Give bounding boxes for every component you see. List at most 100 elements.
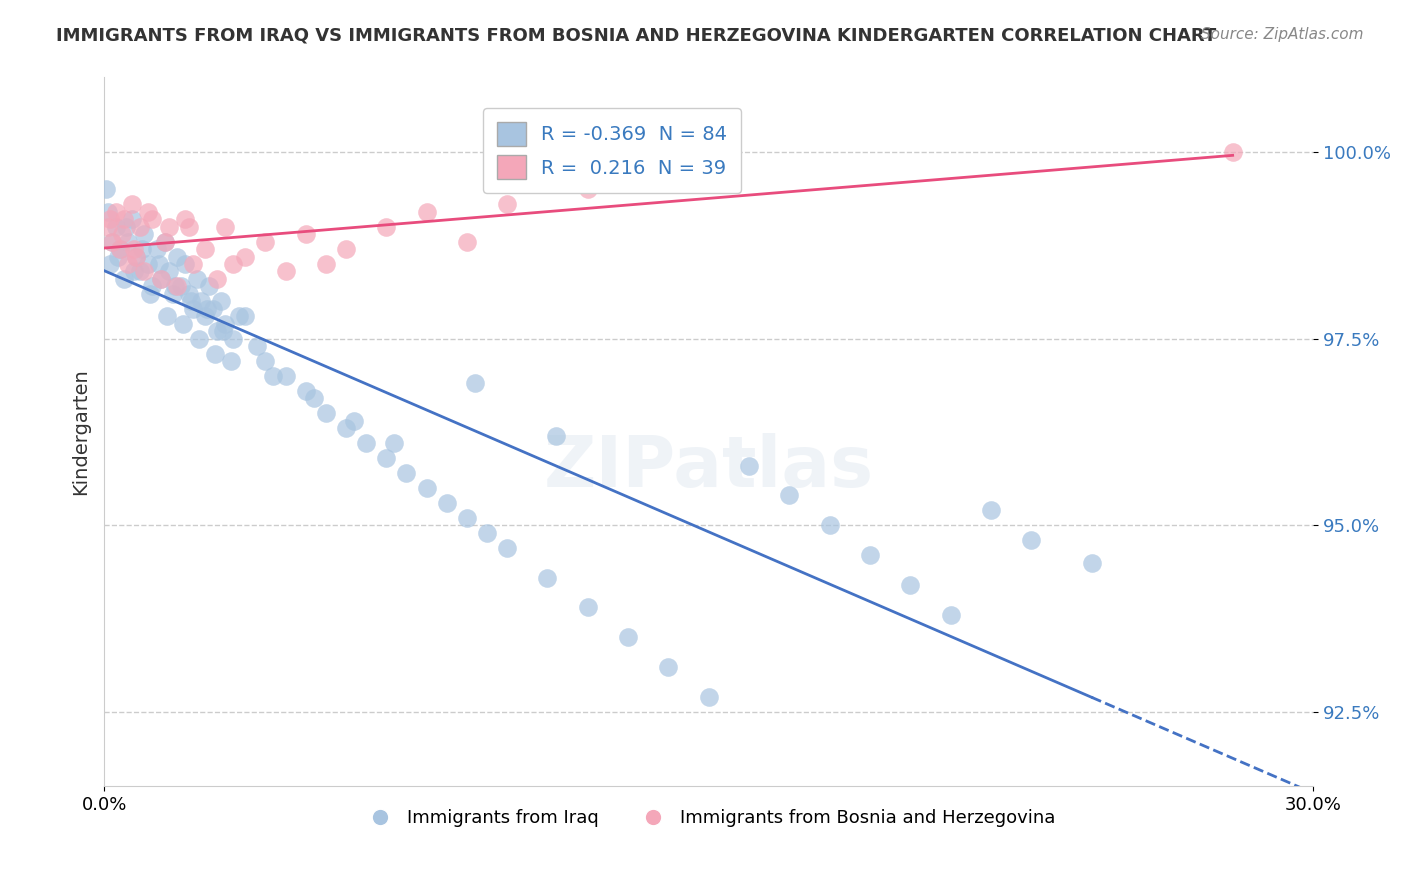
Point: [859, 548, 882, 562]
Point: [198, 279, 221, 293]
Point: [939, 607, 962, 622]
Point: [222, 332, 245, 346]
Point: [141, 212, 163, 227]
Point: [170, 279, 193, 293]
Point: [738, 458, 761, 473]
Point: [124, 242, 146, 256]
Point: [107, 250, 129, 264]
Point: [274, 264, 297, 278]
Point: [186, 272, 208, 286]
Point: [228, 310, 250, 324]
Point: [117, 235, 139, 249]
Point: [456, 510, 478, 524]
Point: [205, 324, 228, 338]
Point: [101, 235, 124, 249]
Point: [97, 219, 120, 234]
Point: [172, 317, 194, 331]
Point: [157, 264, 180, 278]
Point: [121, 197, 143, 211]
Point: [134, 264, 156, 278]
Point: [173, 257, 195, 271]
Point: [163, 279, 186, 293]
Point: [980, 503, 1002, 517]
Point: [1080, 556, 1102, 570]
Point: [187, 332, 209, 346]
Point: [262, 369, 284, 384]
Point: [496, 541, 519, 555]
Point: [115, 219, 138, 234]
Point: [181, 257, 204, 271]
Point: [274, 369, 297, 384]
Point: [576, 182, 599, 196]
Point: [166, 279, 188, 293]
Point: [204, 346, 226, 360]
Point: [139, 286, 162, 301]
Point: [177, 286, 200, 301]
Point: [898, 578, 921, 592]
Point: [149, 272, 172, 286]
Point: [125, 250, 148, 264]
Point: [145, 242, 167, 256]
Point: [233, 250, 256, 264]
Point: [657, 660, 679, 674]
Point: [496, 197, 519, 211]
Point: [153, 235, 176, 249]
Point: [354, 436, 377, 450]
Point: [475, 525, 498, 540]
Point: [415, 481, 437, 495]
Point: [254, 354, 277, 368]
Point: [181, 301, 204, 316]
Text: Source: ZipAtlas.com: Source: ZipAtlas.com: [1201, 27, 1364, 42]
Point: [121, 212, 143, 227]
Point: [302, 392, 325, 406]
Point: [536, 570, 558, 584]
Point: [335, 421, 357, 435]
Point: [214, 219, 236, 234]
Point: [194, 310, 217, 324]
Point: [195, 301, 218, 316]
Point: [153, 235, 176, 249]
Point: [818, 518, 841, 533]
Point: [110, 242, 132, 256]
Point: [544, 428, 567, 442]
Point: [1019, 533, 1042, 548]
Point: [177, 219, 200, 234]
Point: [129, 219, 152, 234]
Point: [205, 272, 228, 286]
Point: [212, 324, 235, 338]
Point: [94, 182, 117, 196]
Point: [117, 257, 139, 271]
Point: [173, 212, 195, 227]
Point: [576, 600, 599, 615]
Point: [456, 235, 478, 249]
Point: [98, 257, 121, 271]
Point: [125, 250, 148, 264]
Point: [395, 466, 418, 480]
Point: [209, 294, 232, 309]
Point: [222, 257, 245, 271]
Point: [124, 264, 146, 278]
Point: [201, 301, 224, 316]
Point: [315, 406, 337, 420]
Point: [141, 279, 163, 293]
Legend: Immigrants from Iraq, Immigrants from Bosnia and Herzegovina: Immigrants from Iraq, Immigrants from Bo…: [354, 802, 1063, 834]
Point: [129, 264, 152, 278]
Point: [101, 235, 124, 249]
Point: [294, 384, 316, 398]
Point: [464, 376, 486, 391]
Point: [294, 227, 316, 242]
Point: [134, 227, 156, 242]
Point: [111, 227, 134, 242]
Point: [343, 414, 366, 428]
Point: [246, 339, 269, 353]
Point: [375, 451, 398, 466]
Point: [190, 294, 212, 309]
Point: [254, 235, 277, 249]
Point: [194, 242, 217, 256]
Point: [97, 204, 120, 219]
Point: [148, 257, 170, 271]
Point: [138, 204, 160, 219]
Point: [415, 204, 437, 219]
Point: [157, 219, 180, 234]
Point: [162, 286, 184, 301]
